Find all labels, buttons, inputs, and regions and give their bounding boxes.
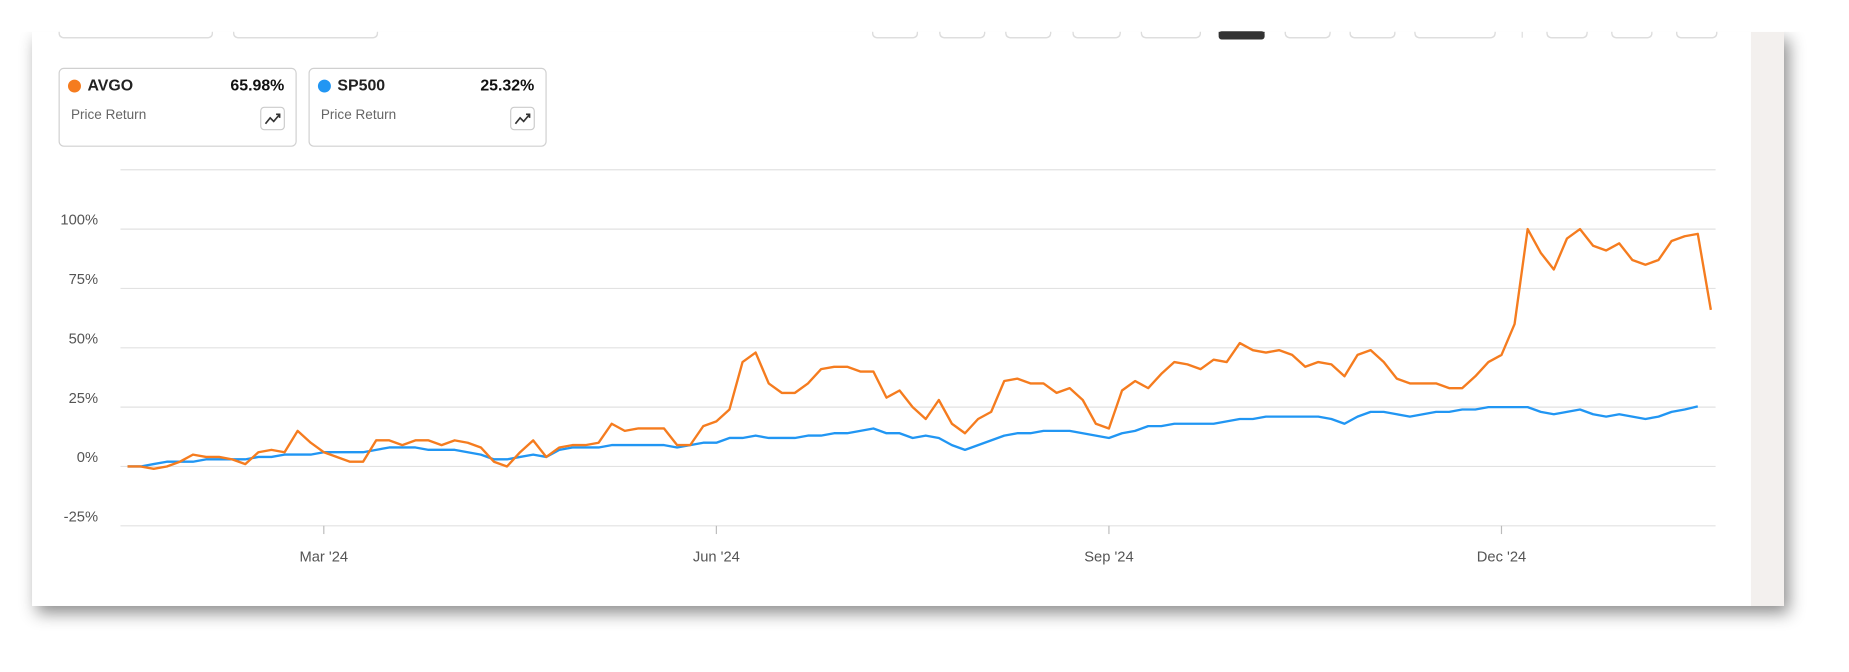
legend-metric: Price Return: [71, 107, 146, 122]
y-tick-label: 0%: [77, 450, 98, 466]
legend-card: [58, 67, 297, 147]
series-line: [127, 405, 1699, 468]
series-line: [127, 227, 1713, 471]
legend-item: SP500 25.32% Price Return: [308, 67, 547, 147]
y-tick-label: -25%: [64, 509, 98, 525]
x-tick-label: Mar '24: [299, 550, 348, 566]
button-icon: [264, 113, 281, 125]
legend-return: 65.98%: [230, 77, 284, 94]
y-tick-label: 100%: [60, 213, 98, 229]
toolbar-edge: [58, 31, 1718, 39]
legend-metric: Price Return: [321, 107, 396, 122]
legend-name: AVGO: [87, 77, 133, 94]
x-tick-label: Sep '24: [1084, 550, 1133, 566]
legend-swatch: [67, 79, 81, 93]
top-mask: [0, 0, 1849, 32]
button-frame: [510, 106, 535, 131]
toolbar-bottoms: [58, 31, 1718, 40]
y-tick-label: 25%: [69, 391, 98, 407]
x-tick-label: Jun '24: [693, 550, 740, 566]
y-tick-label: 50%: [69, 331, 98, 347]
legend-card: [308, 67, 547, 147]
plot: -25% 0% 25% 50% 75% 100% Mar '24 Jun '24 Sep '24…: [60, 169, 1716, 566]
legend-chart-button[interactable]: [260, 106, 285, 131]
x-tick-label: Dec '24: [1477, 550, 1526, 566]
legend: AVGO 65.98% Price Return SP500 25.32% Price R…: [58, 67, 547, 147]
button-frame: [260, 106, 285, 131]
side-strip: [1750, 31, 1784, 606]
legend-chart-button[interactable]: [510, 106, 535, 131]
legend-return: 25.32%: [480, 77, 534, 94]
legend-item: AVGO 65.98% Price Return: [58, 67, 297, 147]
toolbar-edge-active: [1218, 31, 1265, 40]
legend-name: SP500: [337, 77, 385, 94]
legend-swatch: [317, 79, 331, 93]
y-tick-label: 75%: [69, 272, 98, 288]
button-icon: [514, 113, 531, 125]
